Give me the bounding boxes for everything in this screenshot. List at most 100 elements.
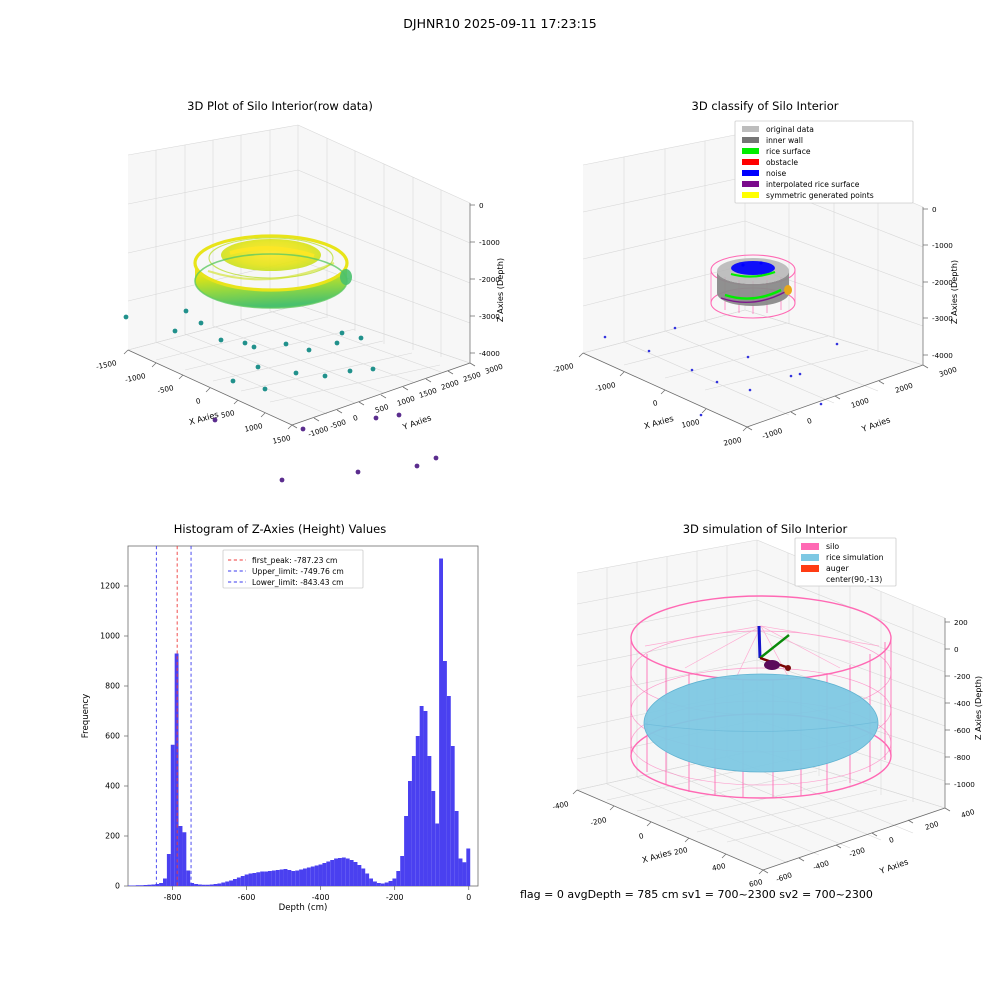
svg-text:-500: -500 bbox=[329, 417, 348, 431]
panel3-xlabel: Depth (cm) bbox=[279, 903, 328, 913]
legend-item: silo bbox=[801, 542, 839, 551]
histogram-bar bbox=[310, 866, 315, 886]
x-tick-label: -600 bbox=[238, 893, 256, 902]
panel2-zlabel: Z Axies (Depth) bbox=[949, 260, 959, 324]
histogram-bar bbox=[435, 823, 440, 886]
panel4-legend[interactable]: silo rice simulation auger center(90,-13… bbox=[794, 537, 897, 587]
legend-item: original data bbox=[742, 125, 814, 134]
histogram-bar bbox=[299, 869, 303, 886]
histogram-bar bbox=[314, 865, 319, 886]
svg-text:obstacle: obstacle bbox=[766, 158, 798, 167]
svg-text:0: 0 bbox=[888, 835, 896, 845]
panel3-legend[interactable]: first_peak: -787.23 cm Upper_limit: -749… bbox=[222, 549, 364, 589]
svg-text:3000: 3000 bbox=[938, 365, 959, 379]
panel4-axes3d[interactable]: silo rice simulation auger center(90,-13… bbox=[545, 518, 985, 898]
histogram-vlines bbox=[155, 546, 192, 886]
silo-ring-pointcloud bbox=[193, 234, 352, 309]
svg-text:-800: -800 bbox=[954, 753, 971, 762]
histogram-bar bbox=[415, 736, 420, 886]
svg-text:silo: silo bbox=[826, 542, 839, 551]
histogram-bar bbox=[221, 882, 226, 886]
histogram-bar bbox=[147, 884, 152, 886]
svg-text:noise: noise bbox=[766, 169, 787, 178]
histogram-bar bbox=[303, 868, 307, 886]
svg-text:center(90,-13): center(90,-13) bbox=[826, 575, 882, 584]
histogram-bar bbox=[275, 870, 280, 886]
histogram-bar bbox=[268, 871, 272, 886]
histogram-bar bbox=[182, 832, 187, 886]
x-tick-label: -400 bbox=[312, 893, 330, 902]
histogram-bar bbox=[349, 860, 354, 886]
histogram-bar bbox=[396, 871, 401, 886]
svg-text:-2000: -2000 bbox=[479, 275, 500, 284]
auger-axes-marker bbox=[757, 625, 791, 671]
legend-item: rice surface bbox=[742, 147, 811, 156]
svg-text:auger: auger bbox=[826, 564, 849, 573]
y-tick-label: 800 bbox=[105, 682, 120, 691]
panel2-z-axis: 0 -1000 -2000 -3000 -4000 Z Axies (Depth… bbox=[922, 205, 959, 365]
histogram-bar bbox=[369, 878, 373, 886]
histogram-bar bbox=[291, 871, 296, 886]
histogram-bar bbox=[194, 884, 198, 886]
histogram-bar bbox=[143, 885, 148, 886]
figure-suptitle: DJHNR10 2025-09-11 17:23:15 bbox=[403, 16, 597, 31]
svg-text:-1000: -1000 bbox=[124, 371, 147, 384]
histogram-bar bbox=[306, 867, 311, 886]
svg-text:-400: -400 bbox=[812, 858, 831, 872]
svg-text:0: 0 bbox=[806, 416, 814, 426]
legend-item: noise bbox=[742, 169, 787, 178]
y-tick-label: 400 bbox=[105, 782, 120, 791]
histogram-bar bbox=[458, 858, 463, 886]
scatter-points-purple bbox=[212, 412, 439, 483]
svg-text:0: 0 bbox=[652, 398, 659, 408]
histogram-bar bbox=[260, 871, 265, 886]
svg-text:-1000: -1000 bbox=[954, 780, 975, 789]
histogram-bar bbox=[252, 873, 257, 886]
svg-text:2500: 2500 bbox=[462, 370, 483, 384]
panel2-axes3d[interactable]: original data inner wall rice surface ob… bbox=[545, 95, 985, 475]
svg-text:0: 0 bbox=[638, 831, 645, 841]
histogram-bar bbox=[341, 857, 346, 886]
histogram-bar bbox=[376, 883, 381, 886]
histogram-bar bbox=[283, 869, 288, 886]
svg-text:-1500: -1500 bbox=[95, 358, 118, 371]
panel2-xlabel: X Axies bbox=[643, 413, 675, 431]
y-tick-label: 600 bbox=[105, 732, 120, 741]
panel-3d-simulation: 3D simulation of Silo Interior bbox=[545, 518, 985, 898]
svg-text:500: 500 bbox=[374, 402, 390, 415]
legend-item: Lower_limit: -843.43 cm bbox=[228, 578, 344, 587]
y-tick-label: 1000 bbox=[100, 632, 120, 641]
panel3-axes[interactable]: 0 200 400 600 800 1000 1200 -800 -600 -400 -200 0 … bbox=[60, 518, 500, 918]
histogram-bar bbox=[198, 884, 202, 886]
histogram-bar bbox=[404, 816, 408, 886]
panel1-title: 3D Plot of Silo Interior(row data) bbox=[187, 99, 373, 113]
svg-text:400: 400 bbox=[960, 807, 976, 820]
svg-text:-400: -400 bbox=[954, 699, 971, 708]
svg-text:0: 0 bbox=[195, 396, 202, 406]
panel4-zlabel: Z Axies (Depth) bbox=[973, 676, 983, 740]
svg-text:-4000: -4000 bbox=[932, 351, 953, 360]
y-tick-label: 1200 bbox=[100, 582, 120, 591]
panel2-ylabel: Y Axies bbox=[859, 414, 891, 434]
histogram-bar bbox=[446, 696, 451, 886]
svg-text:2000: 2000 bbox=[723, 435, 743, 448]
svg-text:-600: -600 bbox=[775, 870, 794, 884]
histogram-bar bbox=[205, 884, 210, 886]
histogram-bar bbox=[209, 884, 214, 886]
svg-text:1000: 1000 bbox=[681, 417, 701, 430]
histogram-bar bbox=[244, 874, 249, 886]
svg-text:Upper_limit: -749.76 cm: Upper_limit: -749.76 cm bbox=[252, 567, 344, 576]
panel2-title: 3D classify of Silo Interior bbox=[691, 99, 839, 113]
panel1-axes3d[interactable]: -1500 -1000 -500 0 500 1000 1500 X Axies… bbox=[60, 95, 505, 483]
panel3-x-axis: -800 -600 -400 -200 0 bbox=[164, 886, 471, 902]
panel2-legend[interactable]: original data inner wall rice surface ob… bbox=[734, 120, 914, 204]
histogram-bar bbox=[345, 858, 350, 886]
histogram-bar bbox=[264, 871, 268, 886]
svg-text:inner wall: inner wall bbox=[766, 136, 803, 145]
histogram-bar bbox=[135, 885, 140, 886]
panel1-z-axis: 0 -1000 -2000 -3000 -4000 Z Axies (Depth… bbox=[469, 201, 505, 363]
svg-text:200: 200 bbox=[924, 819, 940, 832]
x-tick-label: 0 bbox=[466, 893, 471, 902]
histogram-bar bbox=[279, 869, 284, 886]
